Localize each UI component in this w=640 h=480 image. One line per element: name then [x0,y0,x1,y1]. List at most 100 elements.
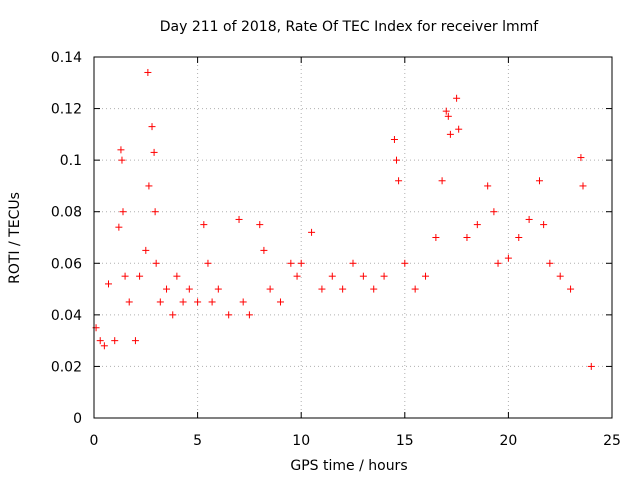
y-tick-label: 0.04 [51,308,82,324]
y-tick-label: 0.14 [51,50,82,66]
data-point [151,208,159,216]
data-point [463,234,471,241]
data-point [453,94,461,102]
data-point [117,146,125,154]
data-point [393,156,401,164]
data-point [179,298,187,306]
data-point [144,68,152,76]
data-point [136,272,144,280]
data-point [148,123,156,131]
x-tick-label: 15 [396,433,414,449]
data-point [380,272,388,280]
data-point [444,112,452,120]
data-point [308,228,316,236]
data-point [556,272,564,280]
data-point [96,337,104,345]
data-point [484,182,492,190]
data-point [515,234,523,241]
data-point [370,285,378,293]
data-point [150,148,158,156]
x-axis-label: GPS time / hours [290,458,407,474]
y-tick-label: 0 [73,411,82,427]
data-point [438,177,446,185]
y-tick-label: 0.02 [51,359,82,375]
data-point [494,259,502,267]
data-point [125,298,133,306]
data-point [579,182,587,190]
data-point [208,298,216,306]
data-point [446,130,454,138]
y-tick-label: 0.06 [51,256,82,272]
x-tick-label: 25 [603,433,621,449]
y-tick-label: 0.12 [51,102,82,118]
axis-ticks: 0 5 10 15 20 25 0 0.02 0.04 0.06 0.08 0.1 0.12 0.14 [51,50,621,449]
data-point [118,156,126,164]
data-point [318,285,326,293]
data-point [293,272,301,280]
data-point [256,221,264,229]
data-point [156,298,164,306]
data-point [504,254,512,262]
x-tick-label: 0 [90,433,99,449]
data-point [235,215,243,223]
data-point [105,280,113,288]
data-point [145,182,153,190]
data-point [587,362,595,370]
data-point [185,285,193,293]
data-point [131,337,139,345]
data-point [432,234,440,241]
data-point [200,221,208,229]
data-point [169,311,177,319]
data-point [442,107,450,115]
data-point [349,259,357,267]
data-point [121,272,129,280]
data-point [390,136,398,144]
data-point [163,285,171,293]
data-point [339,285,347,293]
data-point [119,208,127,216]
data-point [194,298,202,306]
y-tick-label: 0.08 [51,205,82,221]
x-tick-label: 20 [499,433,517,449]
data-point [411,285,419,293]
data-point [401,259,409,267]
data-point [173,272,181,280]
data-point [328,272,336,280]
data-point [100,342,108,350]
data-point [245,311,253,319]
data-point [214,285,222,293]
data-point [204,259,212,267]
data-point [142,246,150,254]
data-point [297,259,305,267]
data-point [422,272,430,280]
data-point [287,259,295,267]
data-points [92,68,595,370]
data-point [359,272,367,280]
data-point [276,298,284,306]
chart-title: Day 211 of 2018, Rate Of TEC Index for r… [160,19,540,35]
y-axis-label: ROTI / TECUs [7,192,23,284]
x-tick-label: 10 [292,433,310,449]
data-point [395,177,403,185]
data-point [535,177,543,185]
data-point [577,154,585,162]
data-point [152,259,160,267]
data-point [266,285,274,293]
data-point [525,215,533,223]
data-point [260,246,268,254]
data-point [115,223,123,231]
data-point [567,285,575,293]
plot-frame [93,56,613,419]
data-point [239,298,247,306]
data-point [111,337,119,345]
data-point [455,125,463,133]
data-point [546,259,554,267]
x-tick-label: 5 [193,433,202,449]
grid [94,57,612,418]
data-point [490,208,498,216]
data-point [225,311,233,319]
data-point [473,221,481,229]
y-tick-label: 0.1 [60,153,82,169]
